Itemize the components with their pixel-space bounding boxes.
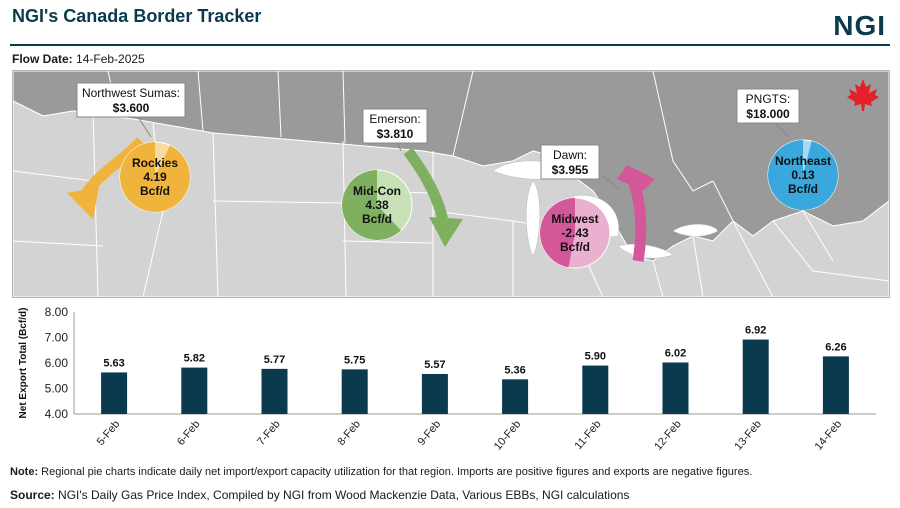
flow-date-label: Flow Date:: [12, 52, 73, 66]
bar-value-label: 5.90: [585, 351, 606, 363]
pie-value: 0.13: [791, 168, 815, 182]
x-tick-label: 13-Feb: [732, 418, 764, 452]
map-svg: Northwest Sumas: $3.600 Emerson: $3.810 …: [13, 71, 889, 297]
callout-northwest-sumas: Northwest Sumas: $3.600: [76, 82, 186, 118]
callout-name: Northwest Sumas:: [82, 86, 180, 100]
source-text: NGI's Daily Gas Price Index, Compiled by…: [54, 488, 630, 502]
x-tick-label: 5-Feb: [95, 418, 123, 448]
pie-utilized: [767, 140, 838, 210]
net-export-chart: 4.00 5.00 6.00 7.00 8.00 Net Export Total (Bc…: [12, 298, 888, 466]
ngi-logo: NGI: [833, 10, 886, 41]
callout-emerson: Emerson: $3.810: [362, 108, 428, 144]
callout-name: Dawn:: [553, 148, 587, 162]
bar: [341, 369, 368, 414]
callout-pngts: PNGTS: $18.000: [736, 88, 800, 124]
bar-chart-svg: 4.00 5.00 6.00 7.00 8.00 Net Export Total (Bc…: [18, 305, 876, 453]
pie-region: Rockies: [132, 156, 178, 170]
bar-value-label: 5.36: [504, 364, 525, 376]
bar: [421, 373, 448, 414]
pie-northeast: Northeast 0.13 Bcf/d: [767, 139, 839, 211]
bar: [742, 339, 769, 414]
y-tick-label: 6.00: [45, 356, 69, 370]
pie-mid-con: Mid-Con 4.38 Bcf/d: [341, 169, 413, 241]
pie-utilized: [539, 198, 575, 268]
bar-value-label: 6.26: [825, 341, 846, 353]
callout-leader-pngts: [774, 122, 790, 138]
bar-value-label: 5.82: [184, 353, 205, 365]
maple-leaf-icon: [847, 79, 879, 111]
bar: [822, 356, 849, 414]
x-tick-label: 10-Feb: [492, 418, 524, 452]
y-tick-label: 4.00: [45, 407, 69, 421]
bar-value-label: 5.63: [103, 357, 124, 369]
x-tick-label: 9-Feb: [416, 418, 444, 448]
callout-price: $3.955: [552, 163, 589, 177]
us-landmass: [13, 100, 889, 297]
pie-value: 4.19: [143, 170, 167, 184]
bar-value-label: 5.77: [264, 354, 285, 366]
page-title: NGI's Canada Border Tracker: [12, 6, 262, 26]
pie-utilized: [341, 170, 401, 240]
x-tick-label: 6-Feb: [175, 418, 203, 448]
note-text: Regional pie charts indicate daily net i…: [38, 466, 753, 478]
pie-region: Midwest: [551, 212, 598, 226]
bar: [101, 372, 128, 414]
pie-unit: Bcf/d: [788, 182, 818, 196]
pie-unit: Bcf/d: [560, 240, 590, 254]
callout-name: PNGTS:: [746, 92, 791, 106]
bar: [662, 362, 689, 414]
callout-price: $3.600: [113, 101, 150, 115]
y-tick-label: 7.00: [45, 331, 69, 345]
pie-value: 4.38: [365, 198, 389, 212]
source-label: Source:: [10, 488, 55, 502]
callout-price: $18.000: [746, 107, 790, 121]
flow-arrow-midwest: [617, 165, 655, 262]
callout-leader-dawn: [602, 175, 620, 190]
note-label: Note:: [10, 466, 39, 478]
pie-region: Mid-Con: [353, 184, 401, 198]
flow-date: Flow Date: 14-Feb-2025: [12, 52, 145, 66]
pie-region: Northeast: [775, 154, 831, 168]
callout-name: Emerson:: [369, 112, 420, 126]
pie-rockies: Rockies 4.19 Bcf/d: [119, 141, 191, 213]
flow-arrow-midcon: [403, 147, 463, 247]
header-divider: [10, 44, 890, 46]
bar-value-label: 6.92: [745, 325, 766, 337]
bar-value-label: 5.75: [344, 354, 365, 366]
bar: [502, 379, 529, 414]
callout-price: $3.810: [377, 127, 414, 141]
bar-value-label: 6.02: [665, 347, 686, 359]
x-tick-label: 8-Feb: [335, 418, 363, 448]
pie-unit: Bcf/d: [362, 212, 392, 226]
pie-value: -2.43: [561, 226, 589, 240]
footnote: Note: Regional pie charts indicate daily…: [10, 466, 752, 478]
bar: [261, 368, 288, 414]
callout-dawn: Dawn: $3.955: [540, 144, 600, 180]
x-tick-label: 14-Feb: [813, 418, 845, 452]
bar-value-label: 5.57: [424, 359, 445, 371]
source-line: Source: NGI's Daily Gas Price Index, Com…: [10, 488, 629, 502]
x-tick-label: 11-Feb: [573, 418, 604, 452]
x-tick-label: 12-Feb: [652, 418, 684, 452]
flow-date-value: 14-Feb-2025: [76, 52, 145, 66]
pie-unit: Bcf/d: [140, 184, 170, 198]
pie-utilized: [119, 142, 190, 212]
y-tick-label: 8.00: [45, 305, 69, 319]
border-map: Northwest Sumas: $3.600 Emerson: $3.810 …: [12, 70, 890, 298]
y-tick-label: 5.00: [45, 382, 69, 396]
pie-midwest: Midwest -2.43 Bcf/d: [539, 197, 611, 269]
bar: [181, 367, 208, 414]
province-lines: [107, 71, 734, 222]
flow-arrow-west: [67, 137, 146, 219]
x-tick-label: 7-Feb: [255, 418, 283, 448]
bar: [582, 365, 609, 414]
y-axis-label: Net Export Total (Bcf/d): [18, 308, 29, 419]
